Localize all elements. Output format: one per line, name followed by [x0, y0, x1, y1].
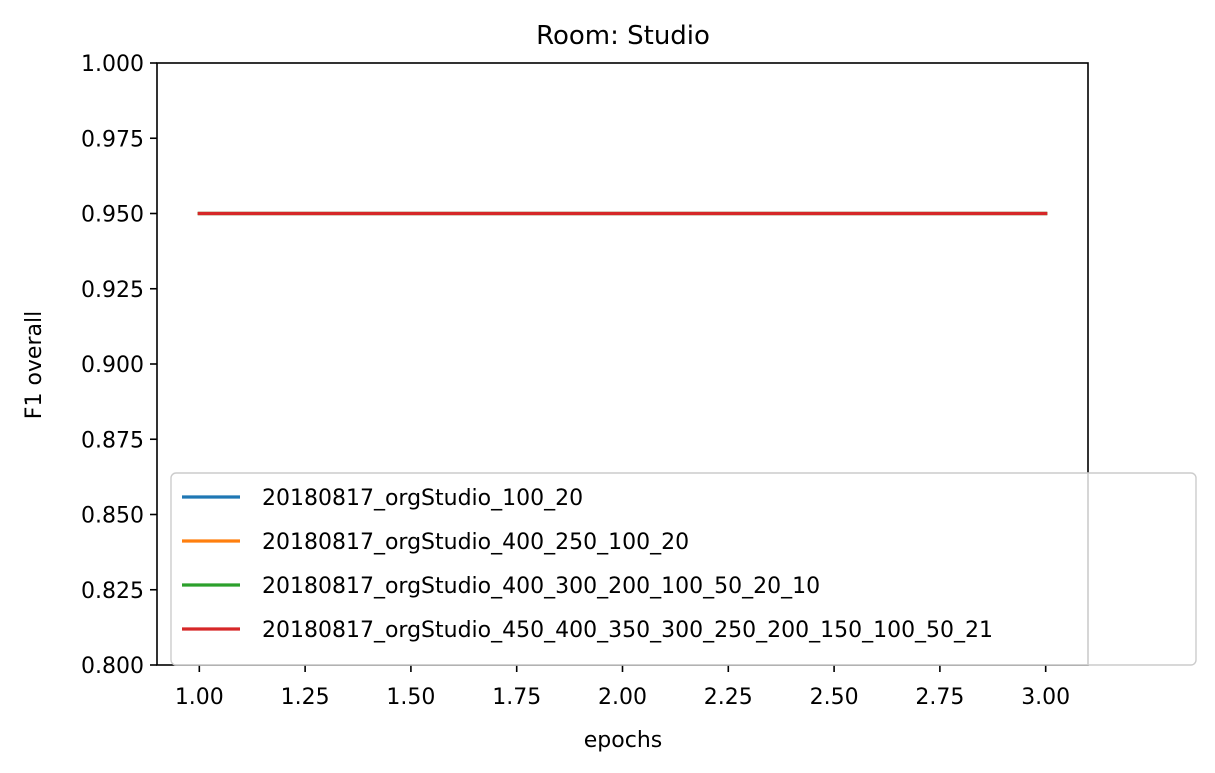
x-tick-label: 1.50 — [386, 685, 435, 710]
y-axis-ticks: 0.800 0.825 0.850 0.875 0.900 0.925 0.950 0.975… — [81, 52, 157, 679]
x-tick-label: 2.75 — [915, 685, 964, 710]
y-tick-label: 0.950 — [81, 203, 144, 228]
x-axis-ticks: 1.00 1.25 1.50 1.75 2.00 2.25 2.50 2.75 3.00 — [175, 665, 1070, 710]
legend-label-1: 20180817_orgStudio_100_20 — [262, 486, 583, 511]
x-tick-label: 2.00 — [598, 685, 647, 710]
y-tick-label: 0.875 — [81, 428, 144, 453]
y-tick-label: 0.800 — [81, 654, 144, 679]
y-tick-label: 0.925 — [81, 278, 144, 303]
legend-label-4: 20180817_orgStudio_450_400_350_300_250_2… — [262, 618, 993, 643]
x-tick-label: 3.00 — [1021, 685, 1070, 710]
y-tick-label: 0.825 — [81, 579, 144, 604]
x-tick-label: 1.25 — [281, 685, 330, 710]
x-tick-label: 2.50 — [810, 685, 859, 710]
legend-box — [170, 472, 1197, 666]
legend-label-2: 20180817_orgStudio_400_250_100_20 — [262, 530, 689, 555]
x-axis-label: epochs — [584, 728, 662, 753]
y-tick-label: 1.000 — [81, 52, 144, 77]
legend: 20180817_orgStudio_100_20 20180817_orgStu… — [170, 472, 1197, 666]
y-tick-label: 0.975 — [81, 127, 144, 152]
y-tick-label: 0.850 — [81, 504, 144, 529]
y-axis-label: F1 overall — [22, 311, 47, 419]
legend-label-3: 20180817_orgStudio_400_300_200_100_50_20… — [262, 574, 820, 599]
x-tick-label: 1.75 — [492, 685, 541, 710]
chart-title: Room: Studio — [536, 21, 710, 51]
x-tick-label: 2.25 — [704, 685, 753, 710]
y-tick-label: 0.900 — [81, 353, 144, 378]
x-tick-label: 1.00 — [175, 685, 224, 710]
